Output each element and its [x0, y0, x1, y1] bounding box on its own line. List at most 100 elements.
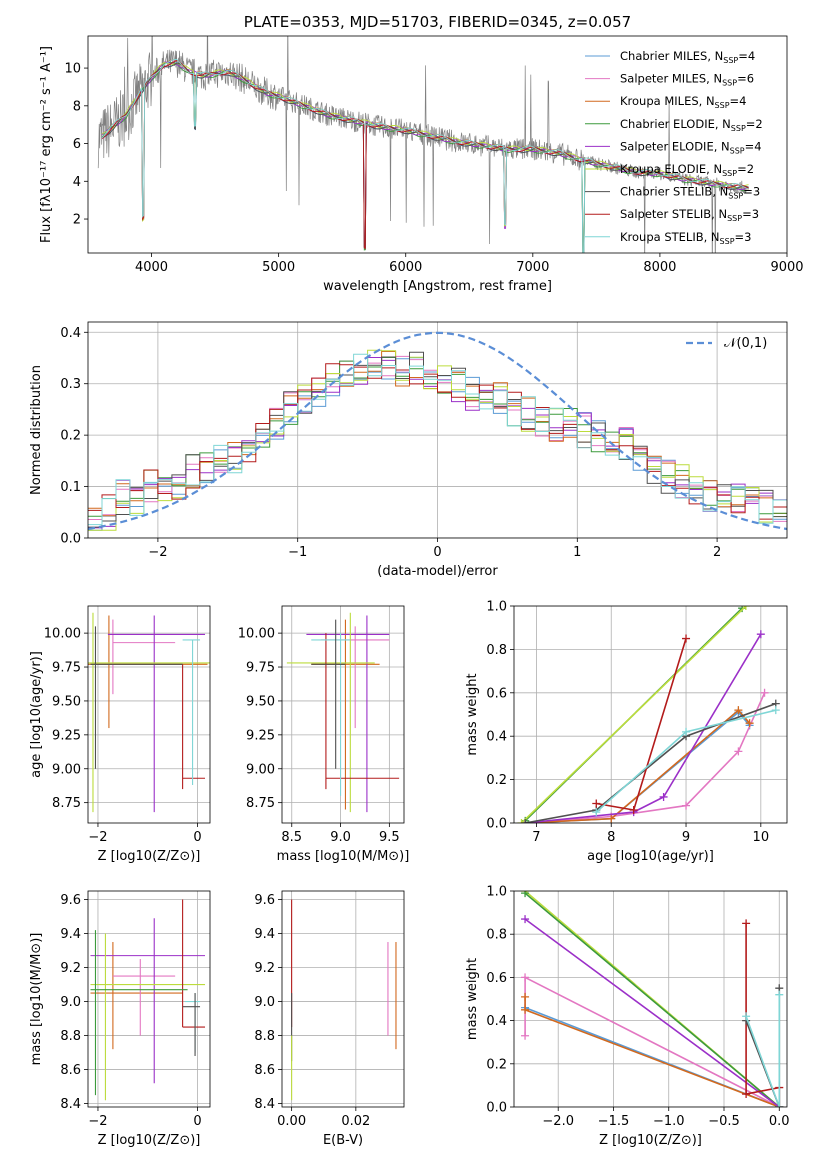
y-tick-label: 8.75 [246, 796, 275, 811]
y-tick-label: 9.75 [52, 661, 81, 676]
error-bar-point [325, 633, 400, 790]
y-tick-label: 9.50 [246, 694, 275, 709]
weight-marker [659, 792, 668, 801]
x-tick-label: 10 [753, 830, 770, 845]
y-tick-label: 0.0 [60, 532, 81, 547]
x-axis-label: E(B-V) [323, 1133, 363, 1148]
y-tick-label: 9.00 [246, 762, 275, 777]
legend-entry: Chabrier MILES, NSSP=4 [620, 49, 755, 65]
legend-sub: SSP [730, 146, 745, 155]
x-tick-label: −1 [288, 545, 307, 560]
weight-marker [775, 1103, 784, 1107]
legend-entry: 𝒩(0,1) [724, 336, 767, 351]
y-tick-label: 8 [73, 99, 81, 114]
y-tick-label: 0.4 [486, 1014, 507, 1029]
weight-marker [682, 801, 691, 810]
y-tick-label: 0.6 [486, 686, 507, 701]
x-tick-label: 9.5 [379, 830, 400, 845]
y-tick-label: 4 [73, 175, 81, 190]
y-tick-label: 9.0 [60, 995, 81, 1010]
x-tick-label: 0.02 [341, 1114, 370, 1129]
legend-entry: Salpeter STELIB, NSSP=3 [620, 207, 759, 223]
error-bar-point [182, 899, 206, 1028]
x-tick-label: 9.0 [330, 830, 351, 845]
plot-frame [87, 321, 788, 539]
legend-sub: SSP [722, 169, 737, 178]
error-bar-point [182, 664, 206, 790]
weight-marker [521, 973, 530, 982]
weight-marker [521, 1031, 530, 1040]
weight-marker [734, 747, 743, 756]
y-tick-label: 6 [73, 137, 81, 152]
axes: 4000 5000 6000 7000 8000 9000 2 4 6 8 10 wavelength… [39, 46, 804, 294]
y-axis-label: mass [log10(M/M⊙)] [29, 933, 44, 1066]
legend-tail: =2 [737, 162, 754, 176]
weight-line-salpeter_miles [524, 976, 780, 1107]
plot-area [88, 891, 210, 1107]
gaussian-curve [88, 331, 787, 531]
y-tick-label: 0.2 [60, 429, 81, 444]
weight-marker [517, 819, 526, 823]
weight-marker [607, 814, 616, 823]
panel-residuals: −2 −1 0 1 2 0.0 0.1 0.2 0.3 0.4 (data-model)/error… [29, 321, 788, 579]
panel-age-vs-mass: 8.5 9.0 9.5 8.75 9.00 9.25 9.50 9.75 10.00 mass [… [238, 605, 409, 864]
error-bar-point [112, 959, 176, 1036]
weight-line-chabrier_stelib [525, 702, 777, 823]
weight-marker [521, 915, 530, 924]
weight-marker [756, 630, 765, 639]
plot-area [282, 891, 404, 1107]
error-bar-point [107, 615, 206, 813]
legend-entry: Kroupa MILES, NSSP=4 [620, 94, 746, 110]
plot-frame [513, 890, 788, 1108]
weight-marker [741, 606, 750, 610]
x-tick-label: 6000 [389, 260, 422, 275]
legend-text: Salpeter MILES, N [620, 72, 722, 86]
weight-marker [521, 819, 530, 823]
y-axis-label: age [log10(age/yr)] [29, 651, 44, 778]
plot-frame [87, 35, 788, 254]
x-tick-label: 8 [607, 830, 615, 845]
y-tick-label: 9.0 [254, 995, 275, 1010]
weight-marker [682, 727, 691, 736]
legend-text: Kroupa ELODIE, N [620, 162, 722, 176]
y-tick-label: 9.25 [246, 728, 275, 743]
y-tick-label: 1.0 [486, 885, 507, 900]
y-tick-label: 9.25 [52, 728, 81, 743]
weight-marker [742, 1012, 751, 1021]
weight-marker [734, 706, 743, 715]
x-tick-label: 7000 [516, 260, 549, 275]
y-tick-label: 0.0 [486, 1101, 507, 1116]
error-bar-point [321, 626, 390, 729]
error-bar-point [112, 619, 176, 695]
plot-area [514, 606, 787, 823]
panel-mass-weight-vs-Z: −2.0 −1.5 −1.0 −0.5 0.0 0.0 0.2 0.4 0.6 0.8 1.0 Z [… [465, 885, 790, 1149]
weight-marker [760, 688, 769, 697]
weight-line-kroupa_stelib [745, 994, 781, 1107]
weight-marker [521, 1005, 530, 1014]
y-tick-label: 9.00 [52, 762, 81, 777]
legend-entry: Kroupa STELIB, NSSP=3 [620, 230, 751, 246]
legend-entry: Salpeter MILES, NSSP=6 [620, 72, 754, 88]
y-tick-label: 8.8 [60, 1029, 81, 1044]
x-tick-label: 5000 [262, 260, 295, 275]
plot-frame [513, 605, 788, 824]
error-bar-point [90, 942, 183, 1050]
legend-text: Kroupa STELIB, N [620, 230, 720, 244]
y-tick-label: 2 [73, 213, 81, 228]
y-tick-label: 8.75 [52, 796, 81, 811]
residuals-legend: 𝒩(0,1) [686, 336, 767, 351]
error-bar-point [90, 930, 188, 1096]
weight-line-salpeter_elodie [524, 918, 780, 1107]
plot-area [88, 606, 210, 823]
x-tick-label: 8000 [643, 260, 676, 275]
panel-spectrum: 4000 5000 6000 7000 8000 9000 2 4 6 8 10 wavelength… [39, 35, 804, 294]
legend-tail: =3 [735, 230, 752, 244]
panel-mass-weight-vs-age: 7 8 9 10 0.0 0.2 0.4 0.6 0.8 1.0 age [log10(age/yr… [465, 600, 788, 864]
axes: −2.0 −1.5 −1.0 −0.5 0.0 0.0 0.2 0.4 0.6 0.8 1.0 Z [… [465, 885, 790, 1149]
weight-marker [521, 992, 530, 1001]
model-line-kroupa_stelib [101, 59, 749, 253]
plot-frame [87, 890, 211, 1108]
y-tick-label: 10.00 [44, 627, 81, 642]
weight-marker [775, 990, 784, 999]
